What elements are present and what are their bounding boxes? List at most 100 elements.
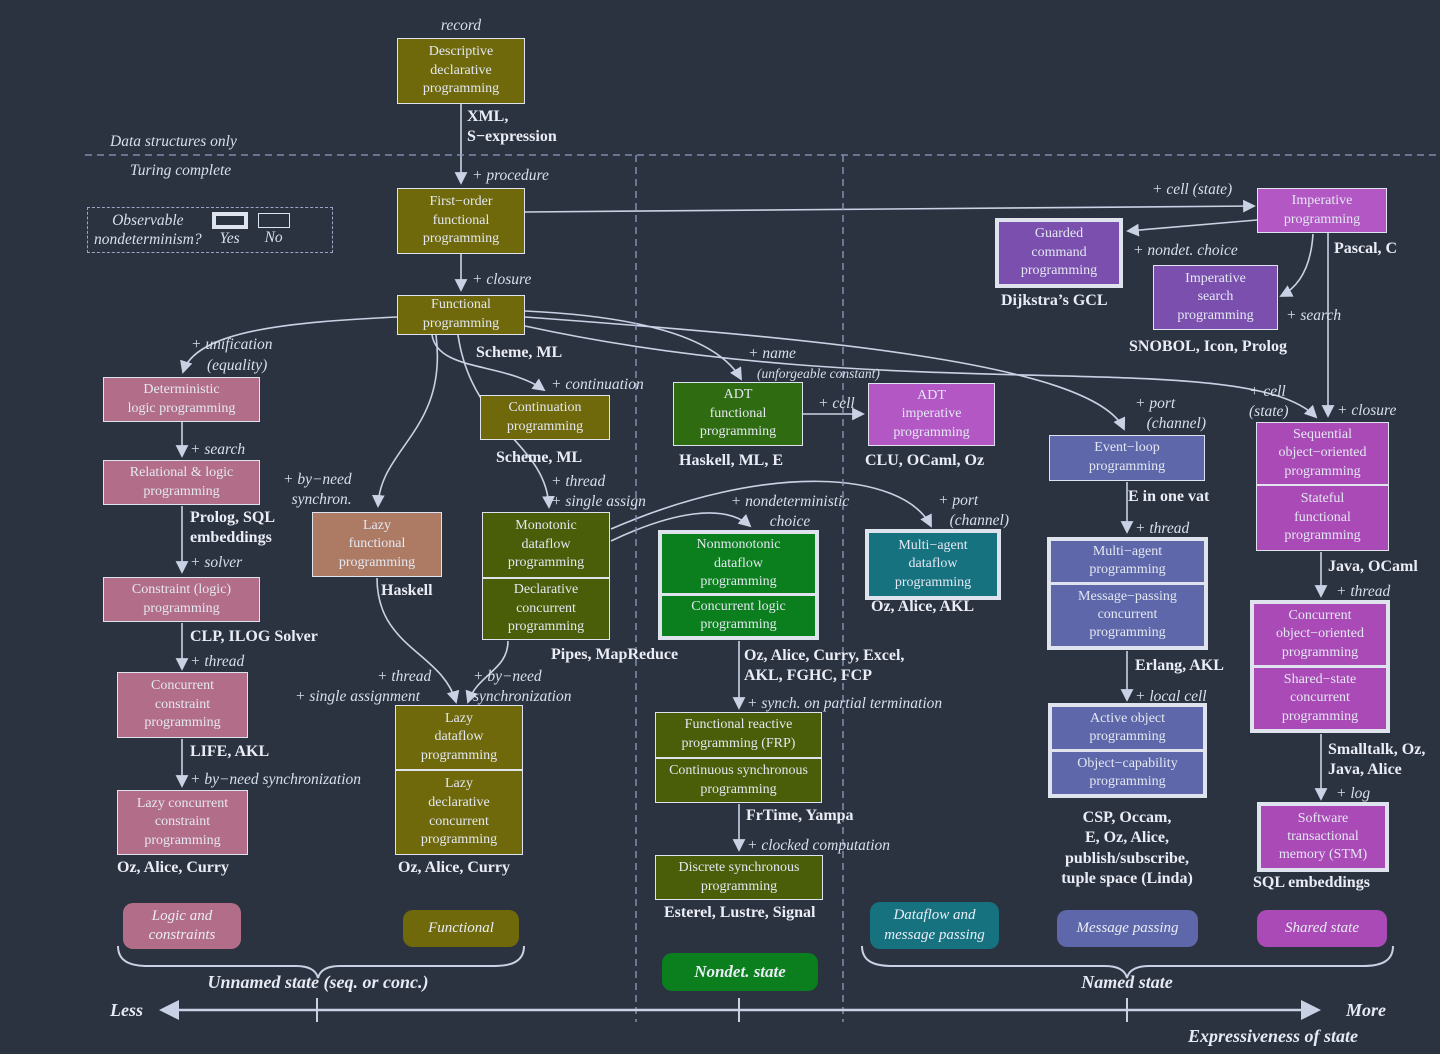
label-clu-ocaml-oz: CLU, OCaml, Oz xyxy=(865,452,985,469)
box-line: programming xyxy=(893,424,970,440)
box-line: concurrent xyxy=(429,813,489,829)
box-line: ADT xyxy=(723,387,753,403)
arrow-functional-to-event-loop xyxy=(524,316,1126,431)
box-line: Functional reactive xyxy=(684,717,793,733)
box-line: Relational & logic xyxy=(129,464,234,480)
label-plus-synch-partial: + synch. on partial termination xyxy=(747,695,943,712)
label-plus-solver: + solver xyxy=(190,554,243,571)
box-line: programming xyxy=(506,418,584,434)
paradigm-active-object-group-part1: Active object programming xyxy=(1052,707,1203,749)
box-line: object−oriented xyxy=(1278,445,1367,461)
label-unforgeable-constant: (unforgeable constant) xyxy=(757,366,880,381)
box-line: Stateful xyxy=(1300,491,1345,507)
box-line: concurrent xyxy=(516,600,576,616)
paradigm-relational-logic: Relational & logic programming xyxy=(103,460,260,505)
box-line: programming xyxy=(894,574,972,590)
label-haskell: Haskell xyxy=(381,582,433,599)
chip-line: message passing xyxy=(884,926,985,943)
paradigm-stateful-functional: Stateful functional programming xyxy=(1256,485,1389,551)
label-oz-alice-curry-left: Oz, Alice, Curry xyxy=(117,859,229,876)
box-line: programming xyxy=(1284,528,1361,544)
label-esterel-lustre-signal: Esterel, Lustre, Signal xyxy=(664,904,816,921)
box-line: search xyxy=(1197,289,1234,305)
label-plus-by-need-sync-left: + by−need synchronization xyxy=(190,771,362,788)
box-line: Discrete synchronous xyxy=(678,859,800,875)
label-java-ocaml: Java, OCaml xyxy=(1328,558,1418,575)
label-plus-thread-single-assign: + thread + single assign xyxy=(551,473,646,510)
box-line: Lazy concurrent xyxy=(136,795,229,811)
box-line: Multi−agent xyxy=(1092,544,1163,560)
box-line: Descriptive xyxy=(428,44,494,60)
label-oz-alice-curry-mid: Oz, Alice, Curry xyxy=(398,859,510,876)
paradigm-sequential-oo: Sequential object−oriented programming xyxy=(1256,422,1389,485)
box-line: dataflow xyxy=(521,536,571,552)
box-line: Event−loop xyxy=(1094,440,1160,456)
paradigm-first-order-functional: First−order functional programming xyxy=(397,188,525,254)
box-line: functional xyxy=(348,536,406,552)
paradigm-guarded-command: Guarded command programming xyxy=(995,218,1123,288)
legend-no-label: No xyxy=(264,229,283,246)
label-plus-closure: + closure xyxy=(472,271,532,288)
label-pipes-mapreduce: Pipes, MapReduce xyxy=(551,646,679,663)
label-expressiveness-of-state: Expressiveness of state xyxy=(1188,1026,1358,1046)
box-line: command xyxy=(1031,244,1087,260)
box-line: programming xyxy=(1089,774,1166,789)
box-line: Multi−agent xyxy=(898,538,968,554)
label-clp-ilog: CLP, ILOG Solver xyxy=(190,628,318,645)
label-plus-search-right: + search xyxy=(1286,307,1342,324)
legend-observable-nondeterminism: Observable nondeterminism? Yes No xyxy=(87,207,333,253)
label-plus-name: + name xyxy=(748,345,796,362)
category-chip-nondet-state: Nondet. state xyxy=(662,953,818,991)
box-line: programming xyxy=(144,832,221,848)
label-scheme-ml-1: Scheme, ML xyxy=(476,344,563,361)
label-more: More xyxy=(1346,1000,1386,1020)
box-line: Shared−state xyxy=(1283,672,1357,688)
box-line: constraint xyxy=(154,696,211,712)
label-plus-log: + log xyxy=(1336,785,1371,802)
box-line: programming xyxy=(420,832,498,848)
paradigm-message-passing-group-part2: Message−passing concurrent programming xyxy=(1051,584,1204,646)
box-line: programming xyxy=(338,554,416,570)
box-line: functional xyxy=(1294,509,1351,525)
label-named-state: Named state xyxy=(1081,972,1173,992)
box-line: programming xyxy=(700,573,777,589)
paradigm-group-nonmonotonic-group: Nonmonotonic dataflow programming Concurren… xyxy=(658,530,819,640)
box-line: Imperative xyxy=(1185,270,1246,286)
box-line: programming xyxy=(422,316,500,331)
box-line: Sequential xyxy=(1292,426,1353,442)
arrow-imperative-to-imperative-search xyxy=(1279,233,1314,297)
label-plus-closure-2: + closure xyxy=(1337,402,1397,419)
label-plus-procedure: + procedure xyxy=(472,167,549,184)
label-csp-occam: CSP, Occam, E, Oz, Alice, publish/subscr… xyxy=(1061,809,1193,888)
box-line: Concurrent logic xyxy=(691,599,786,615)
paradigm-group-active-object-group: Active object programming Object−capabilit… xyxy=(1048,703,1207,798)
box-line: declarative xyxy=(428,794,490,810)
label-data-structures-only: Data structures only xyxy=(110,133,237,150)
box-line: object−oriented xyxy=(1276,626,1364,642)
label-erlang-akl: Erlang, AKL xyxy=(1135,657,1224,674)
label-life-akl: LIFE, AKL xyxy=(190,743,270,760)
box-line: Lazy xyxy=(363,517,391,533)
label-prolog-sql: Prolog, SQL embeddings xyxy=(190,509,276,547)
box-line: Declarative xyxy=(513,582,579,598)
label-plus-thread-eventloop: + thread xyxy=(1135,520,1190,537)
box-line: Nonmonotonic xyxy=(696,537,781,553)
arrow-functional-to-adt-functional xyxy=(524,310,742,381)
label-plus-thread-mid: + thread xyxy=(377,668,432,685)
paradigm-stm-group-part1: Software transactional memory (STM) xyxy=(1261,806,1385,868)
category-chip-functional: Functional xyxy=(403,910,519,947)
arrow-firstorder-to-imperative xyxy=(524,199,1256,213)
box-line: programming xyxy=(700,781,777,797)
box-line: Constraint (logic) xyxy=(131,581,232,597)
paradigm-descriptive-declarative: Descriptive declarative programming xyxy=(397,38,525,104)
box-line: programming xyxy=(1284,463,1361,479)
label-plus-cell-state-top: + cell (state) xyxy=(1152,181,1233,198)
label-oz-alice-curry-excel: Oz, Alice, Curry, Excel, AKL, FGHC, FCP xyxy=(744,647,905,685)
paradigm-lazy-declarative-concurrent: Lazy declarative concurrent programming xyxy=(395,770,523,855)
box-line: ADT xyxy=(917,387,946,403)
box-line: programming xyxy=(144,715,221,731)
legend-yes-swatch xyxy=(211,212,248,229)
box-line: Monotonic xyxy=(515,518,577,534)
